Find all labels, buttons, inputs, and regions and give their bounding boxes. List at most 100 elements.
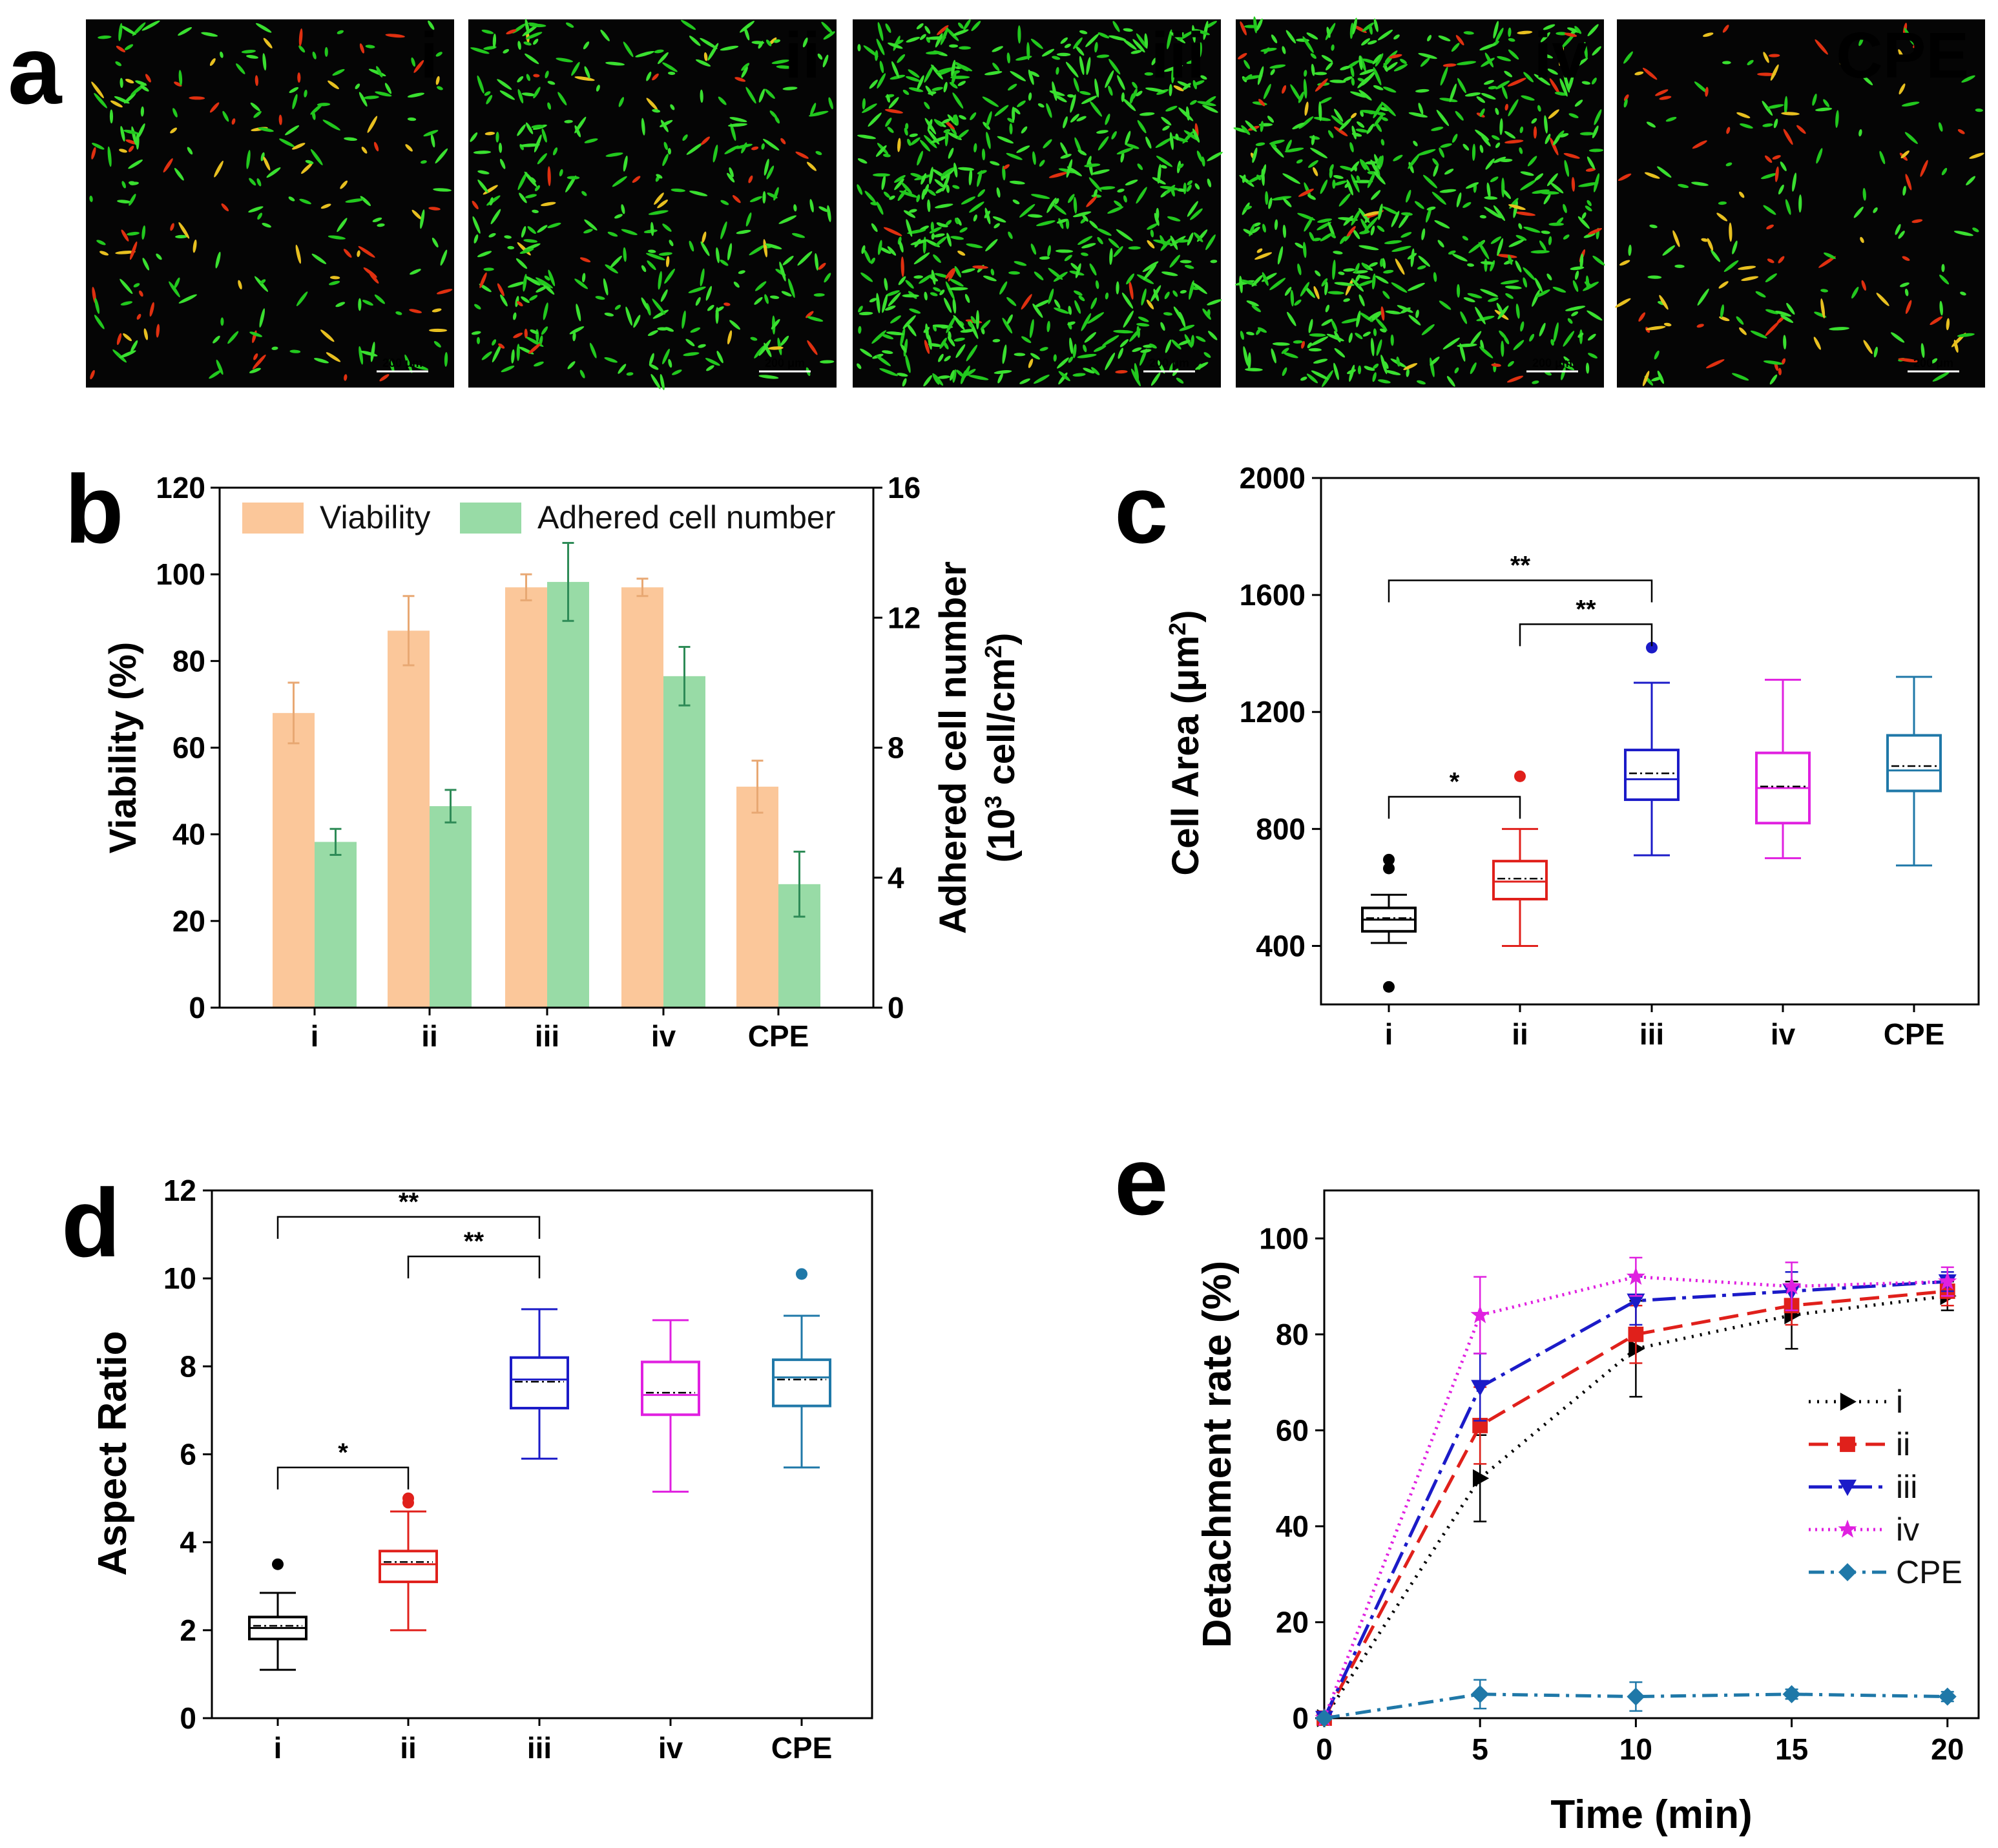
cell-mark	[1048, 288, 1054, 304]
cell-mark	[806, 311, 814, 318]
cell-mark	[1467, 293, 1483, 298]
cell-mark	[1585, 275, 1590, 290]
cell-mark	[1364, 216, 1379, 233]
cell-mark	[1763, 360, 1783, 365]
cell-mark	[1561, 33, 1576, 49]
cell-mark	[1333, 126, 1348, 137]
cell-mark	[1117, 189, 1125, 192]
cell-mark	[754, 345, 765, 358]
cell-mark	[1006, 296, 1017, 306]
cell-mark	[193, 239, 197, 253]
superscript: 2	[980, 645, 1006, 658]
cell-mark	[808, 110, 829, 117]
cell-mark	[997, 373, 1003, 384]
cell-mark	[304, 89, 307, 98]
cell-mark	[1515, 211, 1535, 216]
cell-mark	[1357, 121, 1365, 128]
cell-mark	[1313, 358, 1328, 364]
cell-mark	[604, 357, 618, 363]
cell-mark	[723, 302, 731, 306]
cell-mark	[1665, 116, 1677, 122]
cell-mark	[700, 241, 710, 256]
cell-mark	[1816, 148, 1823, 164]
cell-mark	[886, 331, 904, 335]
cell-mark	[1371, 190, 1381, 200]
cell-mark	[817, 53, 823, 60]
cell-mark	[428, 207, 441, 211]
cell-mark	[898, 276, 906, 286]
cell-mark	[1262, 223, 1266, 233]
cell-mark	[548, 269, 556, 287]
cell-mark	[329, 280, 340, 286]
cell-mark	[473, 151, 492, 154]
cell-mark	[363, 267, 377, 278]
cell-mark	[957, 167, 975, 171]
cell-mark	[1365, 161, 1377, 165]
cell-mark	[667, 71, 676, 76]
cell-mark	[939, 289, 945, 296]
cell-mark	[945, 220, 952, 226]
cell-mark	[902, 378, 907, 387]
cell-mark	[222, 110, 229, 122]
cell-mark	[178, 222, 190, 239]
cell-mark	[584, 219, 598, 231]
cell-mark	[328, 235, 346, 240]
cell-mark	[1783, 129, 1793, 145]
significance-label: **	[1510, 551, 1531, 579]
cell-mark	[1417, 380, 1426, 385]
cell-mark	[607, 231, 618, 237]
cell-mark	[395, 311, 402, 315]
cell-mark	[1578, 182, 1599, 187]
cell-mark	[720, 45, 739, 51]
cell-mark	[1326, 333, 1344, 342]
y-tick-label: 12	[163, 1174, 196, 1207]
cell-mark	[807, 340, 818, 355]
cell-mark	[1074, 300, 1081, 314]
cell-mark	[1012, 107, 1015, 122]
cell-mark	[1577, 333, 1584, 338]
cell-mark	[262, 223, 271, 228]
cell-mark	[521, 296, 530, 304]
cell-mark	[1326, 62, 1333, 70]
cell-mark	[521, 226, 526, 238]
cell-mark	[189, 96, 205, 100]
marker-triangle-down	[1838, 1479, 1857, 1496]
cell-mark	[1720, 304, 1725, 318]
cell-mark	[1645, 326, 1666, 331]
cell-mark	[1400, 59, 1407, 65]
cell-mark	[1120, 152, 1125, 163]
cell-mark	[905, 280, 914, 289]
outlier-point	[796, 1268, 807, 1280]
cell-mark	[764, 294, 769, 304]
cell-mark	[934, 273, 949, 278]
cell-mark	[1380, 139, 1385, 146]
cell-mark	[782, 87, 798, 90]
cell-mark	[288, 196, 295, 202]
cell-mark	[1373, 171, 1386, 185]
cell-mark	[1495, 80, 1510, 90]
cell-mark	[858, 326, 862, 334]
cell-mark	[1065, 61, 1079, 78]
cell-mark	[764, 158, 769, 176]
cell-mark	[652, 309, 669, 319]
cell-mark	[1634, 71, 1644, 76]
cell-mark	[428, 20, 435, 30]
series-line	[1322, 1280, 1948, 1719]
cell-mark	[1207, 299, 1222, 306]
cell-mark	[471, 331, 481, 335]
cell-mark	[1485, 158, 1495, 170]
cell-mark	[935, 187, 944, 194]
cell-mark	[1732, 373, 1749, 381]
cell-mark	[929, 167, 933, 185]
cell-mark	[483, 267, 494, 271]
cell-mark	[1284, 287, 1292, 296]
cell-mark	[1150, 372, 1161, 386]
cell-mark	[952, 185, 960, 189]
cell-mark	[858, 306, 863, 313]
cell-mark	[1014, 261, 1027, 266]
significance-bracket	[1519, 623, 1653, 647]
cell-mark	[362, 300, 373, 306]
plot-frame	[211, 1189, 873, 1719]
